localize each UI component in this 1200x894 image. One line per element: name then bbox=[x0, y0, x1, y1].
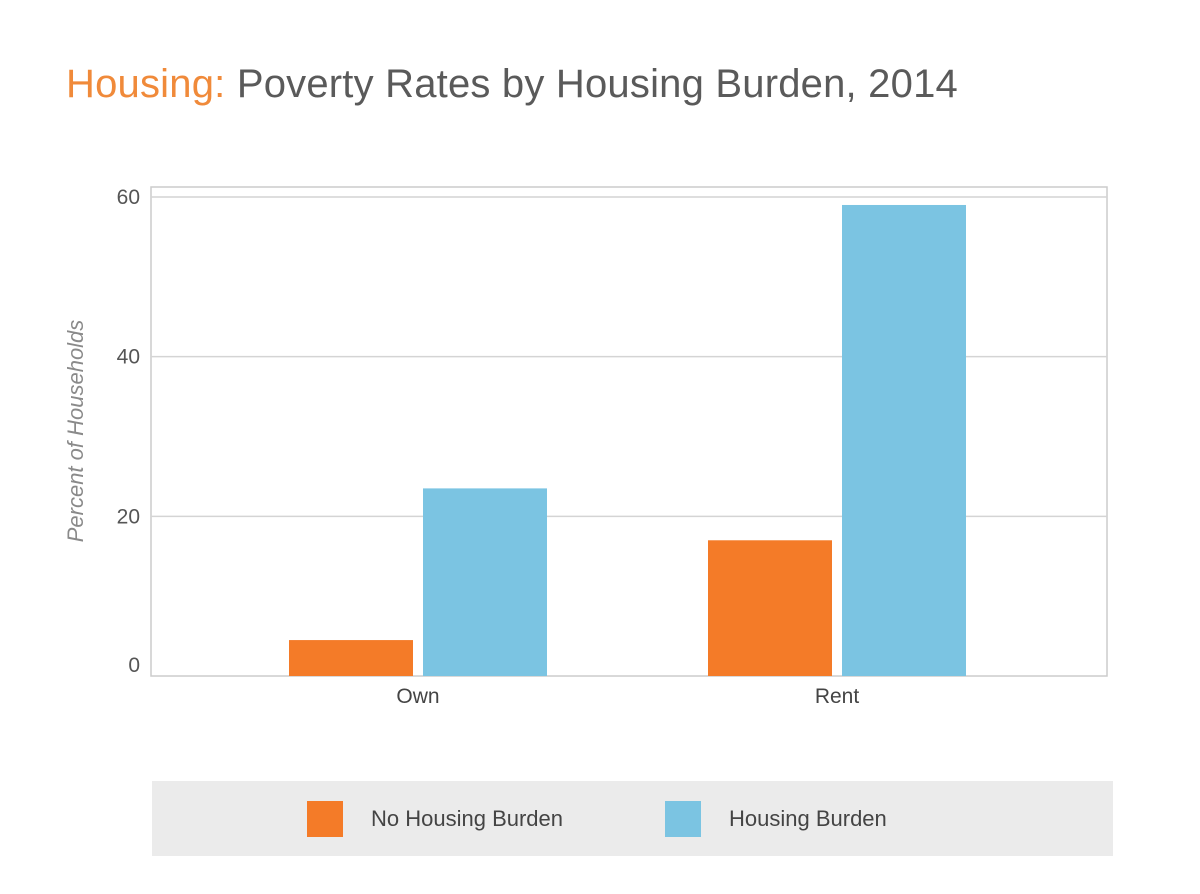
legend-label-no-burden: No Housing Burden bbox=[371, 806, 564, 831]
y-axis-label: Percent of Households bbox=[63, 320, 88, 543]
bar-own-no-burden bbox=[289, 640, 413, 676]
legend-swatch-burden bbox=[665, 801, 701, 837]
legend-item-burden: Housing Burden bbox=[665, 801, 887, 837]
bar-chart: 0 20 40 60 Own Rent Percent of Households bbox=[63, 186, 1108, 708]
title-main: Poverty Rates by Housing Burden, 2014 bbox=[236, 62, 958, 106]
legend-label-burden: Housing Burden bbox=[729, 806, 887, 831]
bar-rent-burden bbox=[842, 204, 966, 676]
title-prefix: Housing: bbox=[66, 62, 226, 106]
legend-swatch-no-burden bbox=[307, 801, 343, 837]
legend: No Housing Burden Housing Burden bbox=[152, 781, 1113, 856]
chart-title: Housing: Poverty Rates by Housing Burden… bbox=[66, 62, 958, 107]
y-tick-label-20: 20 bbox=[117, 505, 140, 528]
y-tick-label-60: 60 bbox=[117, 186, 140, 209]
bar-own-burden bbox=[423, 488, 547, 676]
plot-frame bbox=[150, 186, 1108, 677]
bar-rent-no-burden bbox=[708, 540, 832, 676]
x-tick-label-own: Own bbox=[396, 685, 439, 708]
y-tick-label-0: 0 bbox=[128, 654, 140, 677]
legend-item-no-burden: No Housing Burden bbox=[307, 801, 563, 837]
x-tick-label-rent: Rent bbox=[815, 685, 860, 708]
y-tick-label-40: 40 bbox=[117, 346, 140, 369]
